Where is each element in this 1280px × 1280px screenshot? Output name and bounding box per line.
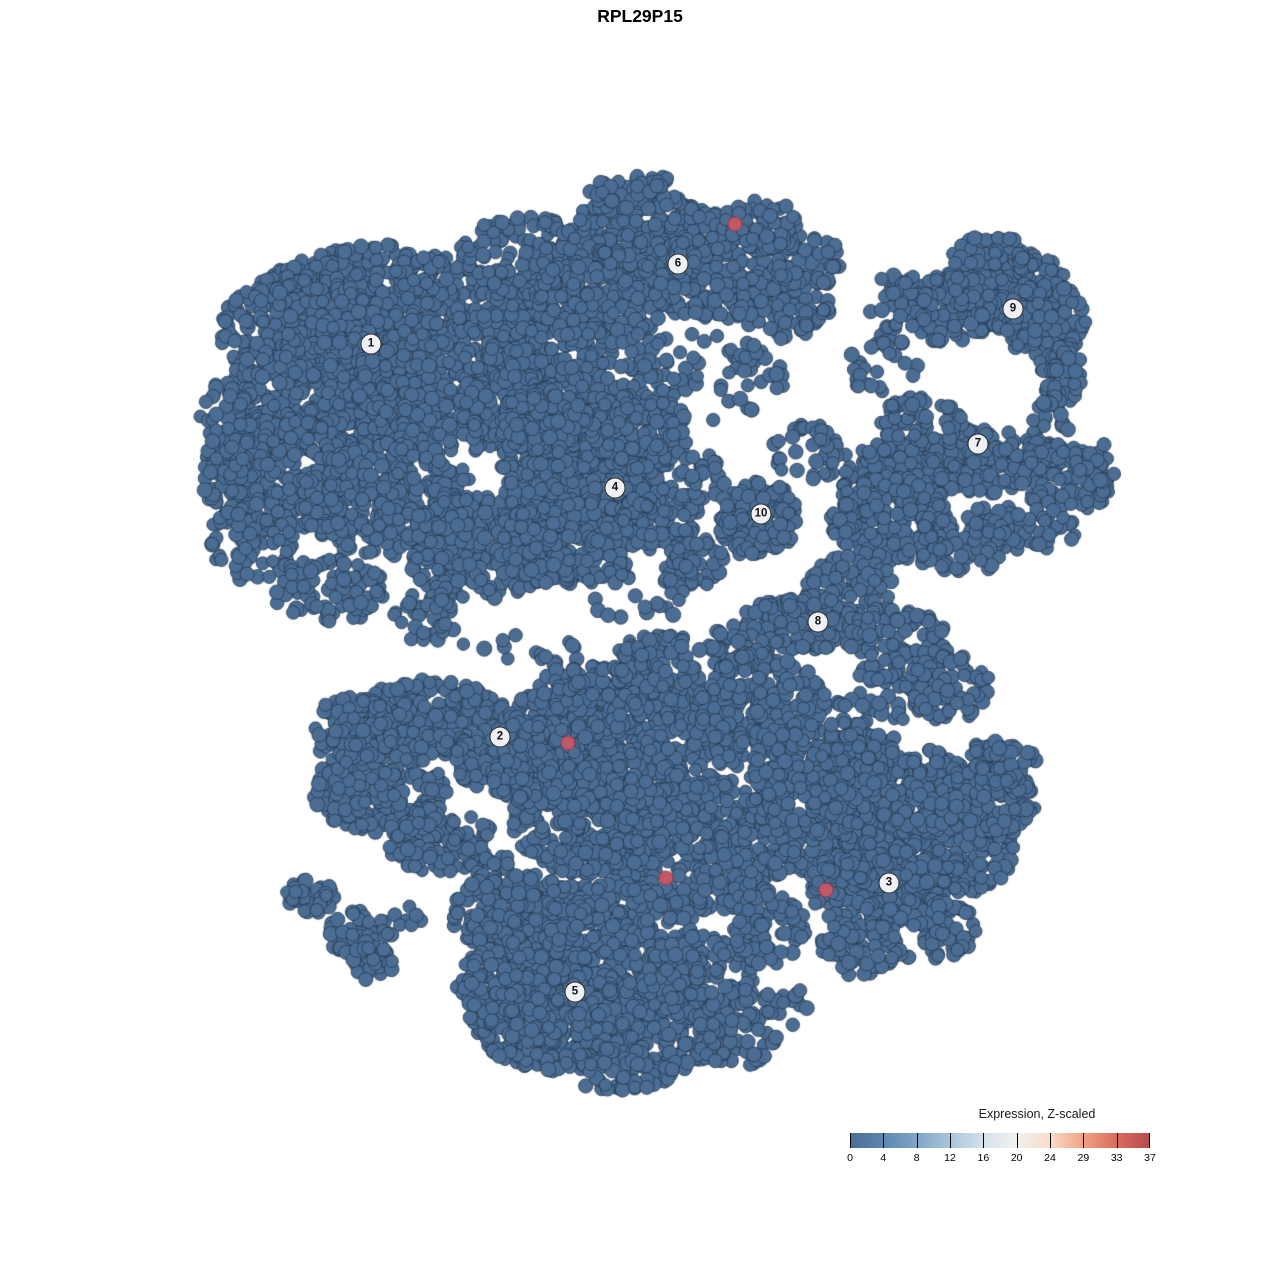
legend-tick-mark <box>950 1133 951 1148</box>
legend-tick-label: 4 <box>880 1152 887 1164</box>
plot-title: RPL29P15 <box>597 6 683 26</box>
legend-tick-mark <box>1016 1133 1018 1148</box>
cluster-label-4: 4 <box>604 477 626 499</box>
legend-tick-label: 16 <box>977 1152 990 1164</box>
legend-tick-label: 8 <box>913 1152 920 1164</box>
legend-tick-mark <box>1149 1133 1150 1148</box>
legend-tick-label: 20 <box>1010 1152 1023 1164</box>
cluster-label-5: 5 <box>564 981 586 1003</box>
legend-tick-label: 24 <box>1044 1152 1056 1164</box>
legend-title: Expression, Z-scaled <box>978 1107 1096 1121</box>
cluster-label-9: 9 <box>1002 298 1024 320</box>
legend-tick-label: 29 <box>1077 1152 1090 1164</box>
legend-tick-label: 33 <box>1110 1152 1123 1164</box>
cluster-label-8: 8 <box>807 611 829 633</box>
legend-tick-mark <box>1050 1133 1051 1148</box>
cluster-label-6: 6 <box>667 253 689 275</box>
expression-legend: Expression, Z-scaled 0 4 8 12 16 20 24 29 33 37 <box>847 1107 1156 1169</box>
legend-tick-mark <box>850 1133 851 1148</box>
cluster-label-2: 2 <box>489 726 511 748</box>
cluster-label-10: 10 <box>750 503 772 525</box>
legend-tick-label: 37 <box>1144 1152 1156 1164</box>
cluster-label-1: 1 <box>360 333 382 355</box>
legend-tick-mark <box>1083 1133 1085 1148</box>
legend-tick-mark <box>916 1133 918 1148</box>
legend-tick-mark <box>883 1133 885 1148</box>
legend-colorbar <box>850 1133 1150 1148</box>
legend-tick-label: 12 <box>944 1152 956 1164</box>
legend-tick-mark <box>1116 1133 1118 1148</box>
legend-tick-label: 0 <box>847 1152 853 1164</box>
cluster-label-3: 3 <box>878 872 900 894</box>
legend-tick-mark <box>983 1133 985 1148</box>
cluster-label-7: 7 <box>967 433 989 455</box>
